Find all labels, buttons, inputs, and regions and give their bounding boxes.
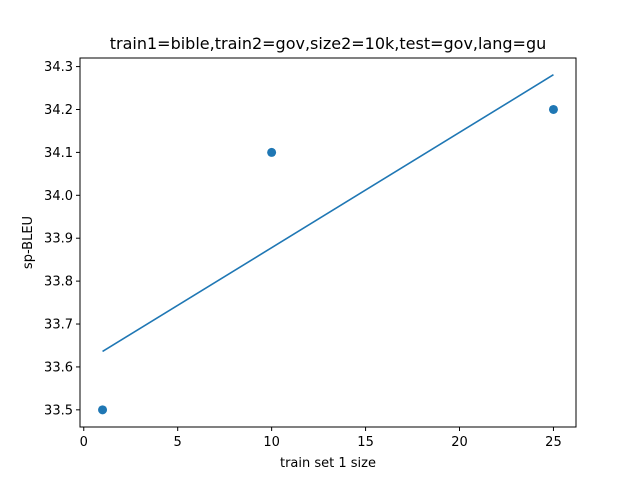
y-tick-label: 33.5 (44, 403, 73, 418)
x-tick-label: 20 (451, 435, 468, 450)
y-tick-label: 34.2 (44, 103, 73, 118)
x-tick-label: 0 (80, 435, 88, 450)
y-tick-label: 33.6 (44, 360, 73, 375)
y-tick-label: 33.7 (44, 318, 73, 333)
y-tick-label: 34.0 (44, 189, 73, 204)
y-tick-label: 33.9 (44, 232, 73, 247)
data-point (548, 104, 558, 114)
chart-title: train1=bible,train2=gov,size2=10k,test=g… (110, 34, 547, 53)
y-tick-label: 33.8 (44, 275, 73, 290)
y-tick-label: 34.3 (44, 60, 73, 75)
x-tick-label: 15 (357, 435, 374, 450)
y-axis-label: sp-BLEU (21, 216, 36, 269)
axes-frame (79, 57, 577, 428)
data-point (98, 405, 108, 415)
x-axis-label: train set 1 size (280, 456, 376, 471)
x-tick-label: 10 (263, 435, 280, 450)
x-tick-label: 5 (174, 435, 182, 450)
x-tick-label: 25 (545, 435, 562, 450)
plot-area (98, 74, 558, 415)
trend-line (102, 74, 554, 353)
y-tick-label: 34.1 (44, 146, 73, 161)
data-point (267, 147, 277, 157)
